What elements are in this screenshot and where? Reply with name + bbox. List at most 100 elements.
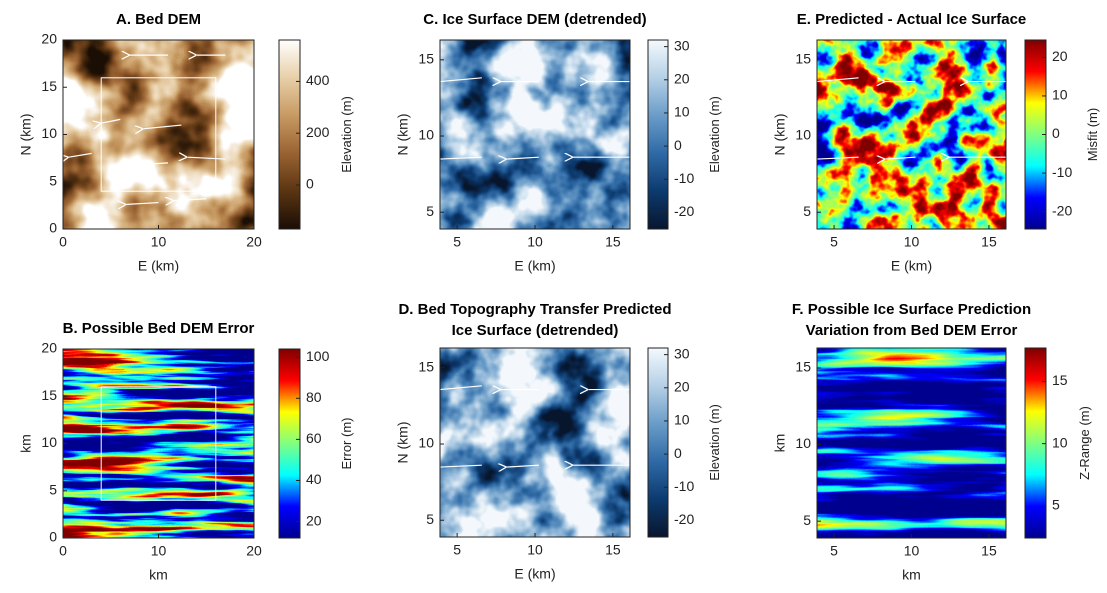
y-tick-label: 15 xyxy=(41,78,57,94)
y-tick-label: 0 xyxy=(49,220,57,236)
colorbar-label: Misfit (m) xyxy=(1085,108,1100,161)
colorbar xyxy=(1024,347,1047,539)
y-tick-label: 10 xyxy=(795,435,811,451)
colorbar-tick-label: -20 xyxy=(1052,202,1072,218)
colorbar-tick-label: 0 xyxy=(1052,125,1060,141)
colorbar xyxy=(647,39,669,230)
flow-arrow xyxy=(187,157,226,159)
colorbar-tick-label: 40 xyxy=(306,471,322,487)
flow-arrow xyxy=(440,157,482,159)
x-axis-label: E (km) xyxy=(514,566,555,582)
y-tick-label: 15 xyxy=(418,51,434,67)
x-tick-label: 15 xyxy=(605,542,621,558)
x-tick-label: 15 xyxy=(981,543,997,559)
panel-title: B. Possible Bed DEM Error xyxy=(63,320,255,337)
flow-arrow xyxy=(507,157,539,159)
panel-title: D. Bed Topography Transfer Predicted xyxy=(398,301,671,318)
colorbar-label: Z-Range (m) xyxy=(1077,406,1092,480)
panel-title: E. Predicted - Actual Ice Surface xyxy=(797,11,1027,28)
y-tick-label: 10 xyxy=(418,127,434,143)
colorbar-label: Error (m) xyxy=(339,418,354,470)
y-tick-label: 15 xyxy=(41,387,57,403)
y-tick-label: 15 xyxy=(795,359,811,375)
flow-arrow xyxy=(885,157,916,159)
x-tick-label: 10 xyxy=(527,542,543,558)
colorbar-label: Elevation (m) xyxy=(707,96,722,173)
heatmap-field xyxy=(440,40,630,229)
flow-arrow xyxy=(817,157,859,159)
flow-arrow xyxy=(440,77,482,82)
y-tick-label: 5 xyxy=(49,481,57,497)
x-tick-label: 10 xyxy=(151,543,167,559)
flow-arrow xyxy=(507,465,539,467)
heatmap-field xyxy=(63,40,254,229)
panel-title: Variation from Bed DEM Error xyxy=(806,322,1018,339)
y-tick-label: 10 xyxy=(795,127,811,143)
panel-title: A. Bed DEM xyxy=(116,11,201,28)
y-tick-label: 5 xyxy=(803,203,811,219)
y-tick-label: 5 xyxy=(49,172,57,188)
colorbar-tick-label: 10 xyxy=(674,412,690,428)
colorbar-tick-label: 10 xyxy=(1052,434,1068,450)
heatmap-field xyxy=(817,348,1006,538)
x-tick-label: 10 xyxy=(904,234,920,250)
y-axis-label: N (km) xyxy=(18,114,34,156)
flow-arrow xyxy=(69,152,92,157)
panel-title: F. Possible Ice Surface Prediction xyxy=(792,301,1031,318)
y-tick-label: 20 xyxy=(41,31,57,47)
colorbar-tick-label: 0 xyxy=(674,445,682,461)
x-tick-label: 0 xyxy=(59,234,67,250)
x-tick-label: 5 xyxy=(830,543,838,559)
colorbar-label: Elevation (m) xyxy=(707,404,722,481)
colorbar xyxy=(278,348,301,539)
y-axis-label: km xyxy=(772,434,788,453)
x-axis-label: E (km) xyxy=(138,258,179,274)
colorbar-tick-label: 10 xyxy=(674,104,690,120)
x-tick-label: 15 xyxy=(605,234,621,250)
x-tick-label: 10 xyxy=(151,234,167,250)
y-axis-label: km xyxy=(18,434,34,453)
x-tick-label: 20 xyxy=(246,543,262,559)
colorbar-tick-label: -10 xyxy=(674,478,694,494)
x-tick-label: 5 xyxy=(830,234,838,250)
y-tick-label: 15 xyxy=(795,51,811,67)
colorbar-tick-label: 20 xyxy=(674,70,690,86)
x-tick-label: 10 xyxy=(904,543,920,559)
heatmap-field xyxy=(817,40,1006,229)
colorbar-tick-label: 0 xyxy=(306,176,314,192)
colorbar-tick-label: -20 xyxy=(674,203,694,219)
colorbar-tick-label: 30 xyxy=(674,345,690,361)
colorbar-tick-label: 30 xyxy=(674,37,690,53)
x-tick-label: 0 xyxy=(59,543,67,559)
y-tick-label: 10 xyxy=(418,435,434,451)
y-axis-label: N (km) xyxy=(395,422,411,464)
region-box xyxy=(100,386,217,501)
panel-title: C. Ice Surface DEM (detrended) xyxy=(423,11,646,28)
x-tick-label: 15 xyxy=(981,234,997,250)
colorbar-tick-label: 400 xyxy=(306,72,330,88)
y-tick-label: 10 xyxy=(41,125,57,141)
x-axis-label: km xyxy=(902,567,921,583)
colorbar xyxy=(647,347,669,538)
flow-arrow xyxy=(143,124,182,129)
y-axis-label: N (km) xyxy=(395,114,411,156)
x-axis-label: km xyxy=(149,567,168,583)
colorbar-tick-label: -20 xyxy=(674,511,694,527)
colorbar-tick-label: 20 xyxy=(1052,48,1068,64)
flow-arrow xyxy=(139,163,169,165)
panel-title: Ice Surface (detrended) xyxy=(452,322,619,339)
y-tick-label: 10 xyxy=(41,434,57,450)
colorbar-tick-label: 200 xyxy=(306,124,330,140)
colorbar-tick-label: 5 xyxy=(1052,496,1060,512)
colorbar-tick-label: 100 xyxy=(306,348,330,364)
y-tick-label: 5 xyxy=(803,512,811,528)
colorbar-tick-label: 20 xyxy=(674,378,690,394)
flow-arrow xyxy=(440,465,482,467)
y-tick-label: 20 xyxy=(41,340,57,356)
colorbar-tick-label: 80 xyxy=(306,389,322,405)
x-tick-label: 5 xyxy=(453,542,461,558)
y-tick-label: 5 xyxy=(426,203,434,219)
colorbar-tick-label: -10 xyxy=(1052,164,1072,180)
x-tick-label: 20 xyxy=(246,234,262,250)
